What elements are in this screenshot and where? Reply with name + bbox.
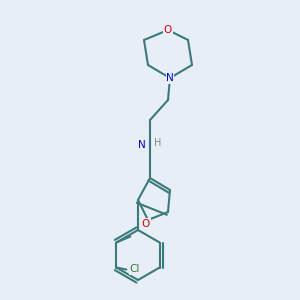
Text: O: O — [164, 25, 172, 35]
Text: N: N — [166, 73, 174, 83]
Text: Cl: Cl — [129, 265, 140, 275]
Text: N: N — [138, 140, 146, 150]
Text: H: H — [154, 138, 162, 148]
Text: O: O — [142, 219, 150, 229]
